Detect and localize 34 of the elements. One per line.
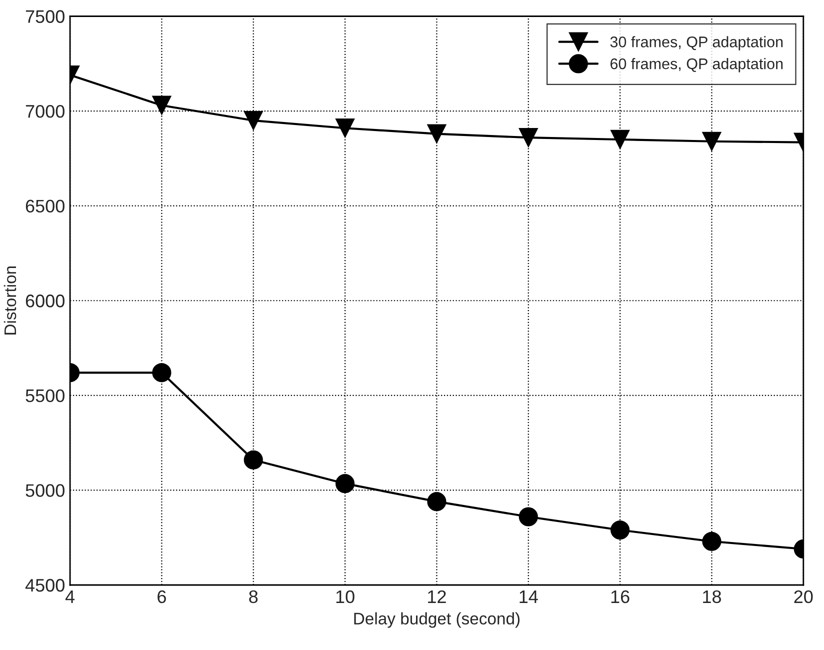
y-axis-title: Distortion [4,266,16,334]
point [152,363,172,382]
y-tick-label: 6000 [26,294,64,308]
x-tick-label: 8 [249,590,258,604]
x-axis-title: Delay budget (second) [354,612,520,628]
y-tick-label: 6500 [26,200,64,213]
point [702,532,722,551]
point [518,507,538,526]
x-tick-label: 12 [428,590,446,603]
point [518,128,538,148]
y-tick-label: 7000 [26,104,64,118]
point [244,450,263,470]
point [610,520,630,540]
x-tick-label: 16 [611,590,630,604]
legend-label: 60 frames, QP adaptation [610,58,783,72]
point [336,474,355,494]
y-tick-label: 7500 [26,10,64,23]
x-tick-label: 6 [158,590,166,604]
legend-label: 30 frames, QP adaptation [610,36,783,50]
y-tick-label: 5000 [26,484,64,497]
y-tick-label: 5500 [26,389,64,402]
x-tick-label: 18 [703,590,721,604]
point [152,96,172,115]
point [702,132,722,151]
x-tick-label: 14 [520,590,538,603]
point [610,130,630,150]
y-tick-label: 4500 [25,578,64,592]
x-tick-label: 4 [65,590,75,603]
x-tick-label: 10 [336,590,354,604]
point [427,124,446,144]
point [244,110,263,130]
point [427,492,446,512]
point [336,118,355,138]
x-tick-label: 20 [794,590,813,604]
